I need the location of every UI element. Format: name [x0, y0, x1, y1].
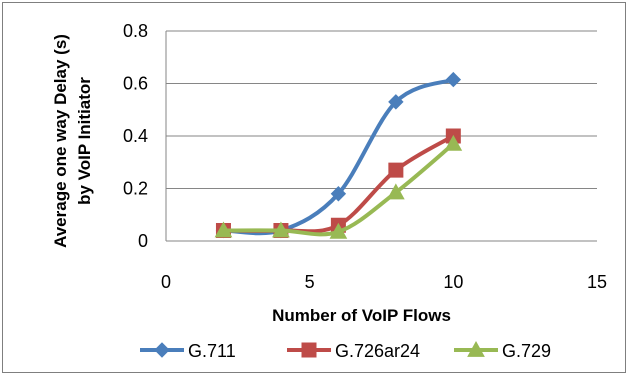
data-point-g-729	[444, 134, 463, 151]
series-g-729	[214, 134, 463, 239]
data-point-g-711	[330, 186, 347, 202]
series-g-726ar24	[215, 128, 461, 238]
series-line-g-726ar24	[223, 134, 455, 234]
data-point-g-729	[214, 221, 233, 238]
legend: G.711 G.726ar24 G.729	[140, 340, 551, 361]
data-point-g-729	[387, 183, 405, 200]
x-axis-title: Number of VoIP Flows	[272, 306, 451, 325]
series-g-711	[215, 71, 462, 239]
series-group	[214, 71, 463, 239]
y-axis-title-line-1: Average one way Delay (s)	[51, 34, 70, 248]
legend-label-g-729: G.729	[502, 341, 551, 361]
legend-marker-g-729	[467, 340, 485, 357]
data-point-g-729	[329, 222, 348, 239]
y-tick-label: 0.2	[123, 179, 148, 199]
x-tick-label: 10	[443, 272, 463, 292]
legend-item-g-711: G.711	[140, 341, 236, 361]
data-point-g-711	[388, 94, 404, 110]
y-tick-label: 0.4	[123, 126, 148, 146]
legend-marker-g-711	[154, 342, 170, 358]
data-point-g-729	[272, 221, 290, 238]
x-tick-labels: 0 5 10 15	[161, 272, 607, 292]
x-tick-label: 5	[305, 272, 315, 292]
gridlines	[165, 30, 597, 242]
legend-item-g-726ar24: G.726ar24	[287, 341, 420, 361]
chart-frame	[2, 2, 626, 373]
legend-marker-g-726ar24	[301, 342, 317, 358]
y-tick-label: 0	[138, 231, 148, 251]
legend-item-g-729: G.729	[454, 340, 551, 361]
y-tick-label: 0.6	[123, 74, 148, 94]
y-tick-labels: 0 0.2 0.4 0.6 0.8	[123, 21, 148, 251]
data-point-g-711	[445, 71, 462, 88]
data-point-g-726ar24	[388, 162, 404, 178]
y-axis-title-line-2: by VoIP Initiator	[75, 77, 94, 205]
y-tick-label: 0.8	[123, 21, 148, 41]
x-tick-label: 0	[161, 272, 171, 292]
legend-label-g-726ar24: G.726ar24	[335, 341, 420, 361]
legend-label-g-711: G.711	[188, 341, 236, 361]
x-tick-label: 15	[587, 272, 607, 292]
